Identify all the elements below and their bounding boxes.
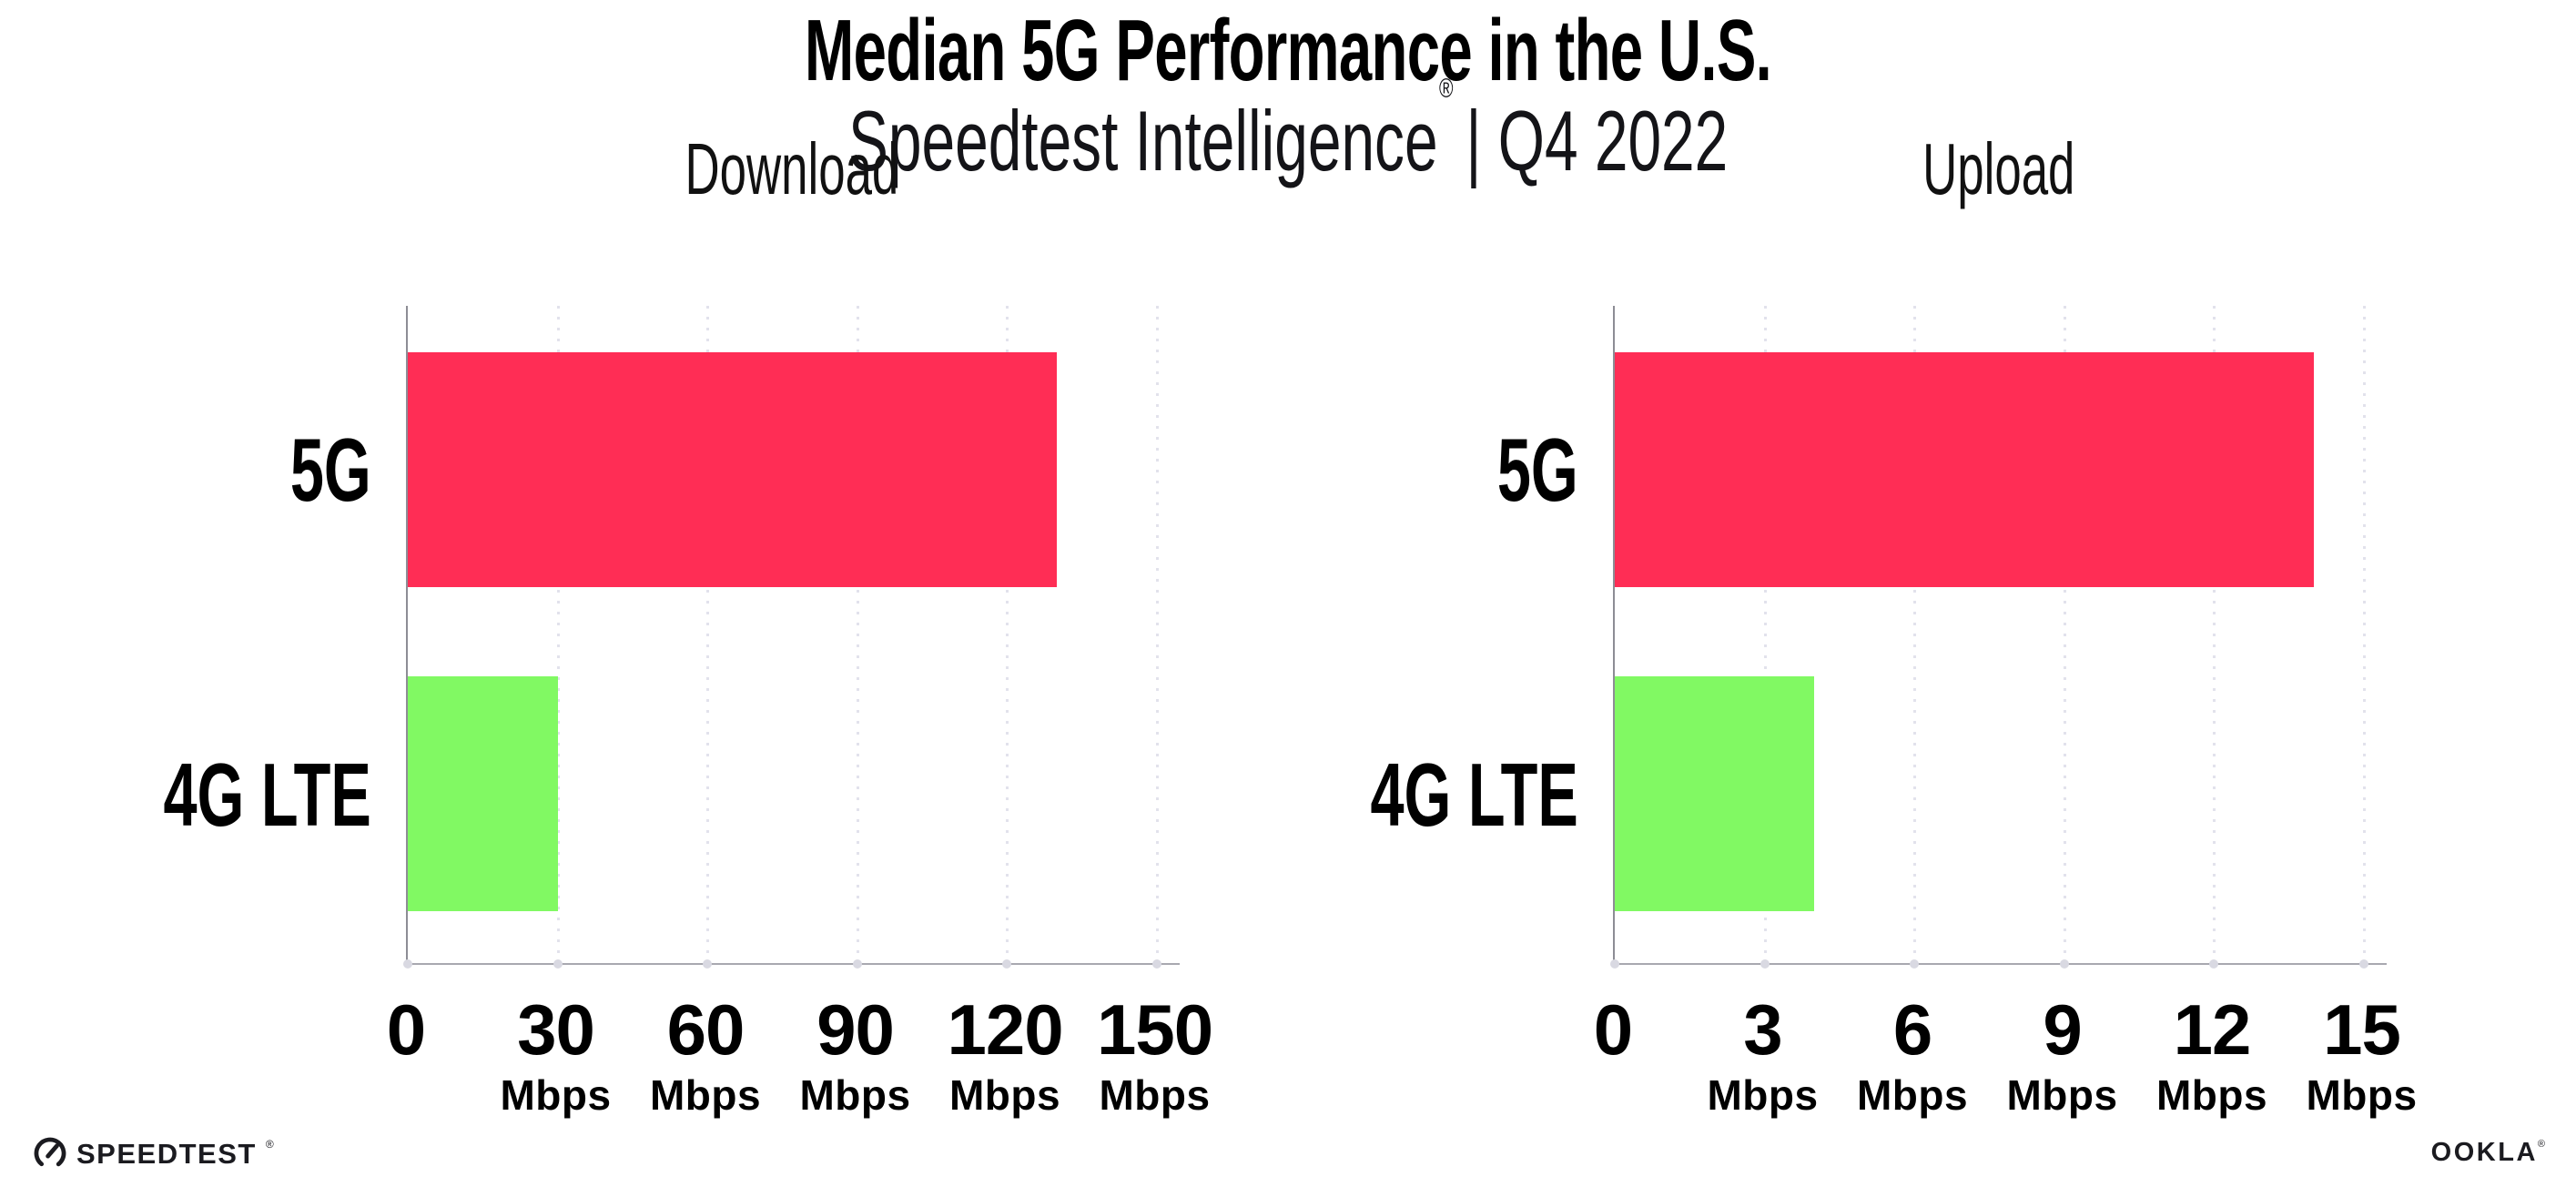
registered-mark-icon: ® xyxy=(265,1138,274,1151)
axis-tick-dot xyxy=(553,959,563,969)
tick-unit: Mbps xyxy=(1099,1071,1211,1119)
axis-tick-dot xyxy=(852,959,862,969)
tick-unit: Mbps xyxy=(2155,1071,2268,1119)
gridline-9-mbps xyxy=(2063,306,2066,963)
x-tick-label: 120 Mbps xyxy=(887,994,1123,1116)
x-tick-label: 30 Mbps xyxy=(438,994,674,1116)
download-chart-title: Download xyxy=(685,128,899,209)
tick-value: 0 xyxy=(1593,989,1633,1070)
axis-tick-dot xyxy=(2209,959,2219,969)
tick-unit: Mbps xyxy=(799,1071,911,1119)
gridline-90-mbps xyxy=(856,306,859,963)
category-label-text: 4G LTE xyxy=(163,745,371,845)
tick-value: 6 xyxy=(1892,989,1932,1070)
page-title-text: Median 5G Performance in the U.S. xyxy=(804,2,1772,99)
gridline-15-mbps xyxy=(2362,306,2366,963)
axis-tick-dot xyxy=(1002,959,1012,969)
gridline-60-mbps xyxy=(706,306,710,963)
tick-value: 120 xyxy=(947,989,1063,1070)
category-label-5g: 5G xyxy=(252,425,371,514)
gridline-6-mbps xyxy=(1913,306,1917,963)
axis-tick-dot xyxy=(403,959,412,969)
tick-value: 3 xyxy=(1743,989,1782,1070)
gridline-120-mbps xyxy=(1006,306,1009,963)
x-tick-label: 90 Mbps xyxy=(737,994,974,1116)
speedometer-gauge-icon xyxy=(34,1137,66,1170)
download-chart: Download 5G 4G LTE 0 30 Mbps 60 Mbps 90 Mbps 120… xyxy=(164,118,1234,1156)
x-tick-label: 3 Mbps xyxy=(1645,994,1881,1116)
tick-unit: Mbps xyxy=(2006,1071,2118,1119)
tick-value: 0 xyxy=(386,989,426,1070)
tick-value: 150 xyxy=(1096,989,1213,1070)
tick-value: 60 xyxy=(666,989,745,1070)
category-label-text: 5G xyxy=(1497,420,1578,520)
tick-unit: Mbps xyxy=(1856,1071,1969,1119)
subtitle-brand: Speedtest Intelligence xyxy=(847,93,1438,188)
ookla-logo: OOKLA® xyxy=(2430,1138,2545,1167)
tick-unit: Mbps xyxy=(649,1071,762,1119)
x-tick-label: 6 Mbps xyxy=(1794,994,2031,1116)
upload-chart: Upload 5G 4G LTE 0 3 Mbps 6 Mbps 9 Mbps 12 Mbps 15… xyxy=(1371,118,2441,1156)
x-axis-labels: 0 3 Mbps 6 Mbps 9 Mbps 12 Mbps 15 Mbps xyxy=(1594,994,2417,1149)
axis-tick-dot xyxy=(1610,959,1619,969)
plot-area: 5G 4G LTE xyxy=(164,306,1180,969)
bar-5g-download xyxy=(408,352,1057,587)
subtitle-period: | Q4 2022 xyxy=(1465,93,1729,188)
x-tick-label: 0 xyxy=(1495,994,1731,1065)
gridline-30-mbps xyxy=(556,306,560,963)
x-tick-label: 150 Mbps xyxy=(1037,994,1273,1116)
speedtest-wordmark: SPEEDTEST xyxy=(76,1137,257,1170)
plot-area: 5G 4G LTE xyxy=(1371,306,2387,969)
axis-tick-dot xyxy=(1910,959,1920,969)
registered-mark-icon: ® xyxy=(2537,1138,2545,1150)
category-label-text: 4G LTE xyxy=(1370,745,1578,845)
tick-value: 90 xyxy=(816,989,895,1070)
axis-tick-dot xyxy=(703,959,713,969)
bar-4g-lte-upload xyxy=(1615,676,1815,911)
category-label-5g: 5G xyxy=(1459,425,1578,514)
axis-tick-dot xyxy=(2059,959,2069,969)
axis-tick-dot xyxy=(1760,959,1770,969)
page-subtitle: Speedtest Intelligence®| Q4 2022 xyxy=(0,75,2576,184)
tick-unit: Mbps xyxy=(500,1071,612,1119)
x-axis-labels: 0 30 Mbps 60 Mbps 90 Mbps 120 Mbps 150 Mbps xyxy=(387,994,1213,1149)
bar-5g-upload xyxy=(1615,352,2314,587)
ookla-wordmark: OOKLA xyxy=(2430,1138,2538,1167)
gridline-150-mbps xyxy=(1155,306,1159,963)
x-tick-label: 9 Mbps xyxy=(1944,994,2181,1116)
registered-mark-icon: ® xyxy=(1438,73,1454,104)
tick-unit: Mbps xyxy=(1707,1071,1819,1119)
axis-tick-dot xyxy=(2358,959,2368,969)
x-tick-label: 12 Mbps xyxy=(2094,994,2330,1116)
tick-unit: Mbps xyxy=(2306,1071,2418,1119)
x-tick-label: 0 xyxy=(288,994,524,1065)
x-tick-label: 15 Mbps xyxy=(2244,994,2480,1116)
category-label-text: 5G xyxy=(290,420,371,520)
tick-value: 15 xyxy=(2323,989,2401,1070)
upload-chart-title: Upload xyxy=(1922,128,2075,209)
bar-4g-lte-download xyxy=(408,676,558,911)
category-label-4g-lte: 4G LTE xyxy=(1273,750,1578,839)
tick-value: 12 xyxy=(2173,989,2252,1070)
gridline-12-mbps xyxy=(2213,306,2216,963)
tick-value: 30 xyxy=(517,989,595,1070)
gridline-3-mbps xyxy=(1763,306,1767,963)
category-label-4g-lte: 4G LTE xyxy=(66,750,371,839)
tick-value: 9 xyxy=(2043,989,2082,1070)
speedtest-logo: SPEEDTEST ® xyxy=(33,1136,274,1171)
tick-unit: Mbps xyxy=(948,1071,1061,1119)
page-title: Median 5G Performance in the U.S. xyxy=(0,7,2576,95)
x-tick-label: 60 Mbps xyxy=(587,994,824,1116)
axis-tick-dot xyxy=(1151,959,1161,969)
